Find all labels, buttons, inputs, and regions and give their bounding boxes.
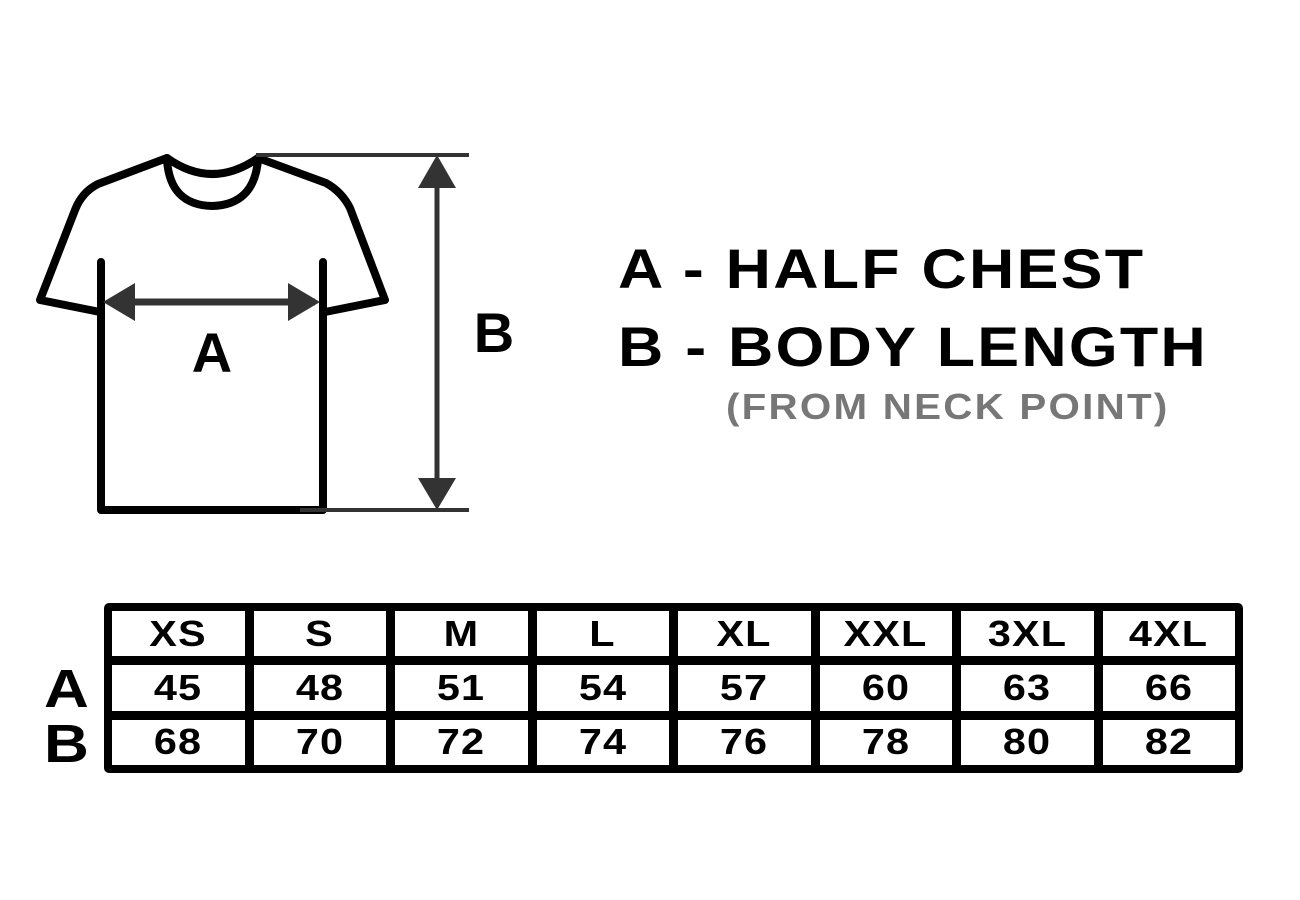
- size-header-cell-text: XL: [716, 612, 772, 654]
- measurement-cell: 57: [678, 665, 811, 711]
- measurement-cell-text: 78: [861, 721, 910, 763]
- measurement-cell-text: 74: [578, 721, 627, 763]
- size-header-cell-text: S: [305, 612, 335, 654]
- shirt-outline-right: [254, 154, 389, 316]
- chest-arrow-right-head: [288, 283, 320, 321]
- measurement-cell: 66: [1102, 665, 1235, 711]
- size-header-cell-text: XS: [149, 612, 208, 654]
- row-label-a: A: [44, 659, 89, 719]
- size-header-cell-text: M: [443, 612, 480, 654]
- measurement-cell-text: 57: [720, 666, 769, 708]
- measurement-cell: 70: [253, 719, 386, 765]
- size-header-cell: 3XL: [961, 611, 1094, 657]
- size-header-cell: XXL: [819, 611, 952, 657]
- size-header-cell-text: 3XL: [987, 612, 1067, 654]
- measurement-cell: 82: [1102, 719, 1235, 765]
- measurement-cell-text: 48: [295, 666, 344, 708]
- measurement-cell: 54: [536, 665, 669, 711]
- measurement-cell-text: 63: [1003, 666, 1052, 708]
- measurement-cell-text: 45: [154, 666, 203, 708]
- length-arrow-bottom-head: [418, 478, 456, 510]
- measurement-cell: 78: [819, 719, 952, 765]
- size-header-cell: S: [253, 611, 386, 657]
- shirt-collar-outer: [163, 156, 262, 210]
- size-header-cell: L: [536, 611, 669, 657]
- size-header-cell: M: [395, 611, 528, 657]
- measurement-cell-text: 76: [720, 721, 769, 763]
- size-header-cell-text: XXL: [843, 612, 928, 654]
- measurement-cell-text: 66: [1144, 666, 1193, 708]
- length-label: B: [474, 301, 514, 364]
- chest-arrow-left-head: [103, 283, 135, 321]
- shirt-outline-left: [36, 154, 171, 316]
- measurement-cell: 45: [112, 665, 245, 711]
- chest-label: A: [192, 321, 232, 384]
- measurement-cell-text: 80: [1003, 721, 1052, 763]
- measurement-cell: 68: [112, 719, 245, 765]
- size-header-cell: XS: [112, 611, 245, 657]
- measurement-cell: 48: [253, 665, 386, 711]
- legend-body-length: B - BODY LENGTH: [618, 315, 1208, 378]
- length-arrow-top-head: [418, 155, 456, 188]
- legend-half-chest: A - HALF CHEST: [618, 237, 1146, 300]
- measurement-cell: 80: [961, 719, 1094, 765]
- measurement-cell: 63: [961, 665, 1094, 711]
- row-label-b: B: [44, 714, 89, 774]
- size-header-cell-text: 4XL: [1129, 612, 1209, 654]
- measurement-cell-text: 51: [437, 666, 486, 708]
- measurement-cell: 74: [536, 719, 669, 765]
- measurement-cell-text: 54: [578, 666, 627, 708]
- measurement-cell-text: 68: [154, 721, 203, 763]
- size-header-cell: 4XL: [1102, 611, 1235, 657]
- tshirt-diagram: A B: [36, 153, 514, 514]
- measurement-cell: 60: [819, 665, 952, 711]
- size-header-cell: XL: [678, 611, 811, 657]
- shirt-collar-inner: [163, 154, 262, 178]
- measurement-cell: 76: [678, 719, 811, 765]
- measurement-cell: 72: [395, 719, 528, 765]
- measurement-cell-text: 70: [295, 721, 344, 763]
- size-table: XS S M L XL XXL 3XL 4XL 45 48 51 54 57 60 63 66 68 70 72 74…: [104, 603, 1243, 773]
- measurement-cell-text: 82: [1144, 721, 1193, 763]
- size-header-cell-text: L: [589, 612, 616, 654]
- measurement-cell-text: 72: [437, 721, 486, 763]
- measurement-cell: 51: [395, 665, 528, 711]
- measurement-cell-text: 60: [861, 666, 910, 708]
- shirt-body: [97, 258, 327, 514]
- legend-note: (FROM NECK POINT): [726, 386, 1170, 427]
